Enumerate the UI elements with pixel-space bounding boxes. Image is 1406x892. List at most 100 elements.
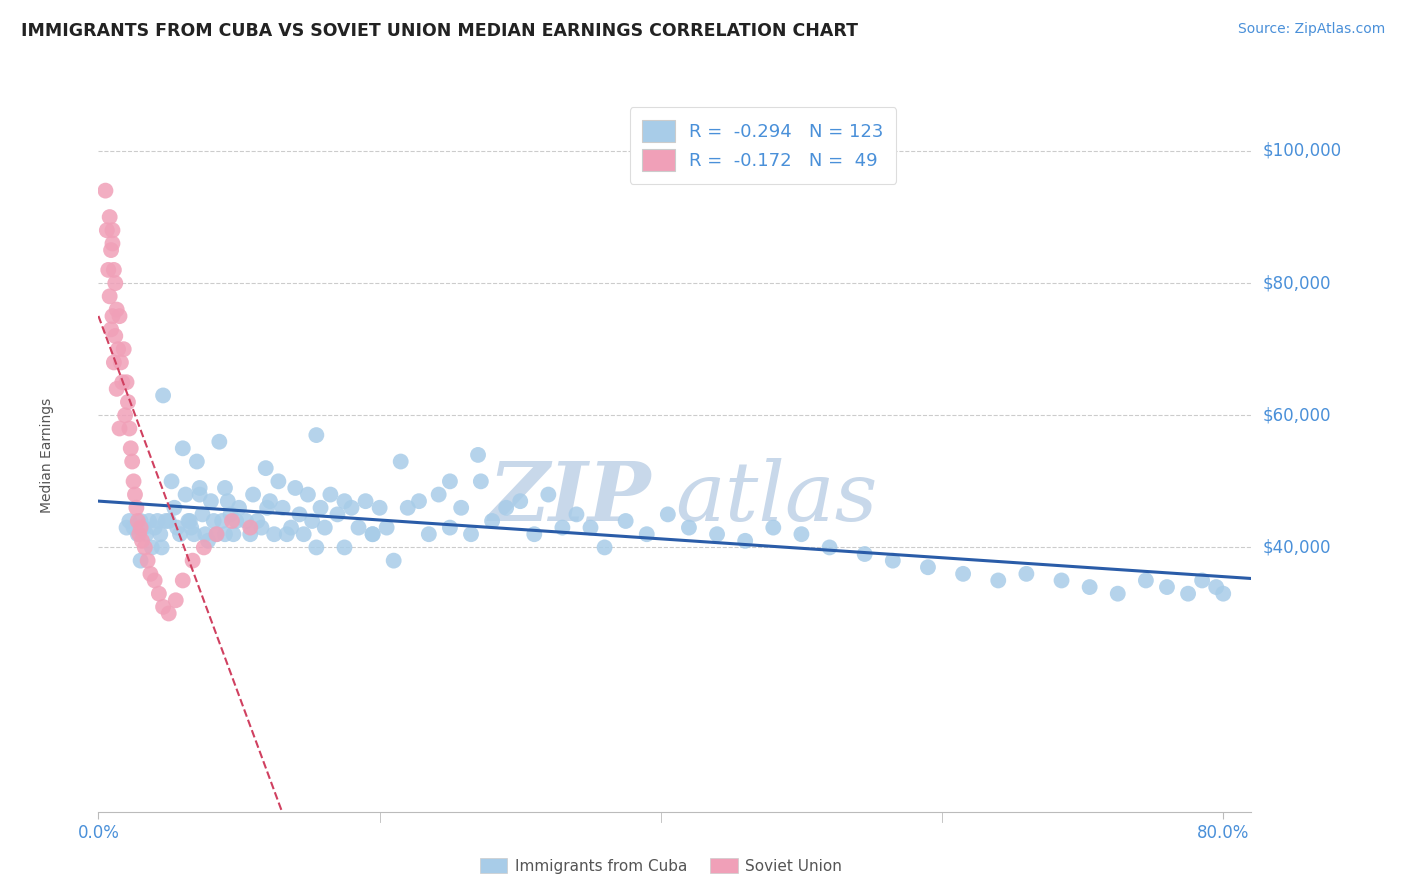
Point xyxy=(1107,587,1129,601)
Point xyxy=(136,554,159,568)
Point xyxy=(139,566,162,581)
Point xyxy=(180,520,202,534)
Point xyxy=(205,527,228,541)
Point xyxy=(172,574,194,588)
Point xyxy=(129,520,152,534)
Point xyxy=(115,520,138,534)
Text: Source: ZipAtlas.com: Source: ZipAtlas.com xyxy=(1237,22,1385,37)
Point xyxy=(678,520,700,534)
Text: Median Earnings: Median Earnings xyxy=(39,397,53,513)
Point xyxy=(537,487,560,501)
Point xyxy=(101,236,124,251)
Point xyxy=(347,520,370,534)
Point xyxy=(1135,574,1157,588)
Point xyxy=(1050,574,1073,588)
Text: IMMIGRANTS FROM CUBA VS SOVIET UNION MEDIAN EARNINGS CORRELATION CHART: IMMIGRANTS FROM CUBA VS SOVIET UNION MED… xyxy=(21,22,858,40)
Point xyxy=(177,514,200,528)
Point xyxy=(97,263,120,277)
Point xyxy=(105,382,128,396)
Point xyxy=(246,514,269,528)
Point xyxy=(579,520,602,534)
Point xyxy=(297,487,319,501)
Point xyxy=(115,376,138,390)
Legend: R =  -0.294   N = 123, R =  -0.172   N =  49: R = -0.294 N = 123, R = -0.172 N = 49 xyxy=(630,107,897,184)
Point xyxy=(127,527,149,541)
Text: $60,000: $60,000 xyxy=(1263,406,1331,425)
Point xyxy=(98,289,121,303)
Point xyxy=(129,514,152,528)
Point xyxy=(636,527,658,541)
Point xyxy=(267,475,290,489)
Point xyxy=(122,475,145,489)
Point xyxy=(450,500,472,515)
Point xyxy=(165,593,187,607)
Point xyxy=(762,520,785,534)
Point xyxy=(1205,580,1227,594)
Point xyxy=(790,527,813,541)
Point xyxy=(117,395,139,409)
Point xyxy=(250,520,273,534)
Point xyxy=(396,500,419,515)
Point xyxy=(174,487,197,501)
Point xyxy=(1177,587,1199,601)
Point xyxy=(193,541,215,555)
Point xyxy=(523,527,546,541)
Point xyxy=(882,554,904,568)
Point xyxy=(657,508,679,522)
Text: ZIP: ZIP xyxy=(489,458,652,538)
Point xyxy=(169,527,191,541)
Legend: Immigrants from Cuba, Soviet Union: Immigrants from Cuba, Soviet Union xyxy=(474,852,848,880)
Point xyxy=(284,481,307,495)
Point xyxy=(122,520,145,534)
Point xyxy=(509,494,531,508)
Point xyxy=(183,527,205,541)
Point xyxy=(197,533,219,548)
Point xyxy=(188,487,211,501)
Point xyxy=(551,520,574,534)
Point xyxy=(222,527,245,541)
Point xyxy=(111,376,134,390)
Point xyxy=(121,454,143,468)
Point xyxy=(1156,580,1178,594)
Point xyxy=(202,514,225,528)
Point xyxy=(129,554,152,568)
Point xyxy=(112,342,135,356)
Point xyxy=(1078,580,1101,594)
Point xyxy=(460,527,482,541)
Point xyxy=(152,599,174,614)
Point xyxy=(228,500,250,515)
Point xyxy=(333,541,356,555)
Point xyxy=(326,508,349,522)
Point xyxy=(309,500,332,515)
Point xyxy=(96,223,118,237)
Point xyxy=(205,527,228,541)
Point xyxy=(211,514,233,528)
Point xyxy=(333,494,356,508)
Point xyxy=(219,508,242,522)
Point xyxy=(208,434,231,449)
Point xyxy=(389,454,412,468)
Point xyxy=(361,527,384,541)
Point xyxy=(439,475,461,489)
Point xyxy=(143,574,166,588)
Point xyxy=(103,263,125,277)
Point xyxy=(217,494,239,508)
Point xyxy=(194,527,217,541)
Point xyxy=(467,448,489,462)
Point xyxy=(181,554,204,568)
Point xyxy=(470,475,492,489)
Point xyxy=(157,514,180,528)
Text: $80,000: $80,000 xyxy=(1263,274,1331,292)
Point xyxy=(593,541,616,555)
Point xyxy=(150,541,173,555)
Point xyxy=(200,494,222,508)
Point xyxy=(235,514,257,528)
Point xyxy=(101,223,124,237)
Point xyxy=(1015,566,1038,581)
Point xyxy=(1191,574,1213,588)
Point xyxy=(160,475,183,489)
Point xyxy=(149,527,172,541)
Point xyxy=(495,500,517,515)
Point xyxy=(172,442,194,456)
Point xyxy=(439,520,461,534)
